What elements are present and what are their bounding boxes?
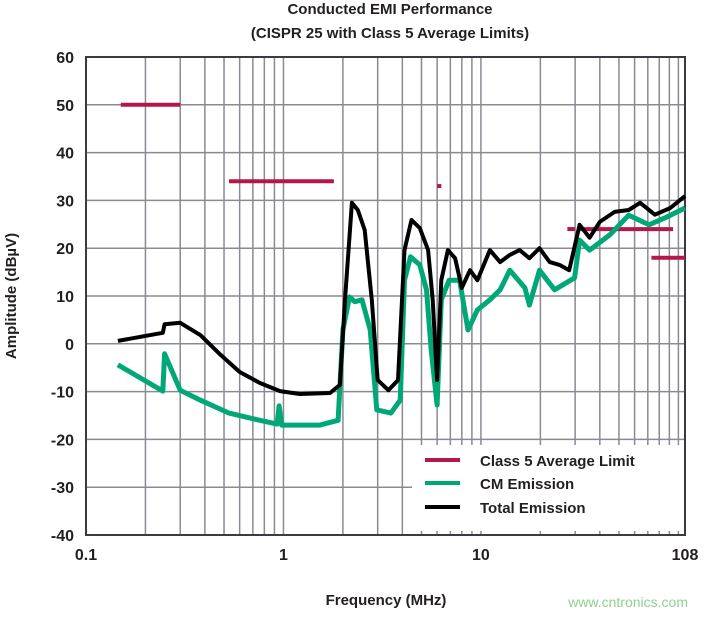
tick-labels: 60 50 40 30 20 10 0 -10 -20 -30 -400.1 1 10 108 xyxy=(51,50,699,564)
legend-label-cm: CM Emission xyxy=(480,476,574,493)
y-tick-label: 50 xyxy=(56,98,74,115)
y-tick-label: 20 xyxy=(56,241,74,258)
y-tick-label: 0 xyxy=(65,337,74,354)
series-group xyxy=(116,102,687,428)
y-tick-label: -20 xyxy=(51,432,74,449)
x-tick-label: 10 xyxy=(472,547,490,564)
chart-subtitle: (CISPR 25 with Class 5 Average Limits) xyxy=(251,25,529,42)
legend: Class 5 Average Limit CM Emission Total … xyxy=(412,445,684,531)
chart-title: Conducted EMI Performance xyxy=(287,1,492,18)
x-axis-label: Frequency (MHz) xyxy=(326,592,447,609)
x-tick-label: 0.1 xyxy=(75,547,97,564)
cm-emission-line xyxy=(116,205,687,428)
y-tick-label: -40 xyxy=(51,528,74,545)
watermark: www.cntronics.com xyxy=(567,594,688,610)
legend-label-limit: Class 5 Average Limit xyxy=(480,453,635,470)
y-tick-label: 30 xyxy=(56,193,74,210)
total-emission-line xyxy=(117,194,687,396)
x-tick-label: 108 xyxy=(672,547,699,564)
y-tick-label: 10 xyxy=(56,289,74,306)
legend-label-total: Total Emission xyxy=(480,500,586,517)
y-tick-label: -30 xyxy=(51,480,74,497)
x-tick-label: 1 xyxy=(279,547,288,564)
y-tick-label: 60 xyxy=(56,50,74,67)
y-tick-label: -10 xyxy=(51,385,74,402)
y-tick-label: 40 xyxy=(56,146,74,163)
y-axis-label: Amplitude (dBµV) xyxy=(3,233,20,359)
plot-frame xyxy=(85,56,686,536)
